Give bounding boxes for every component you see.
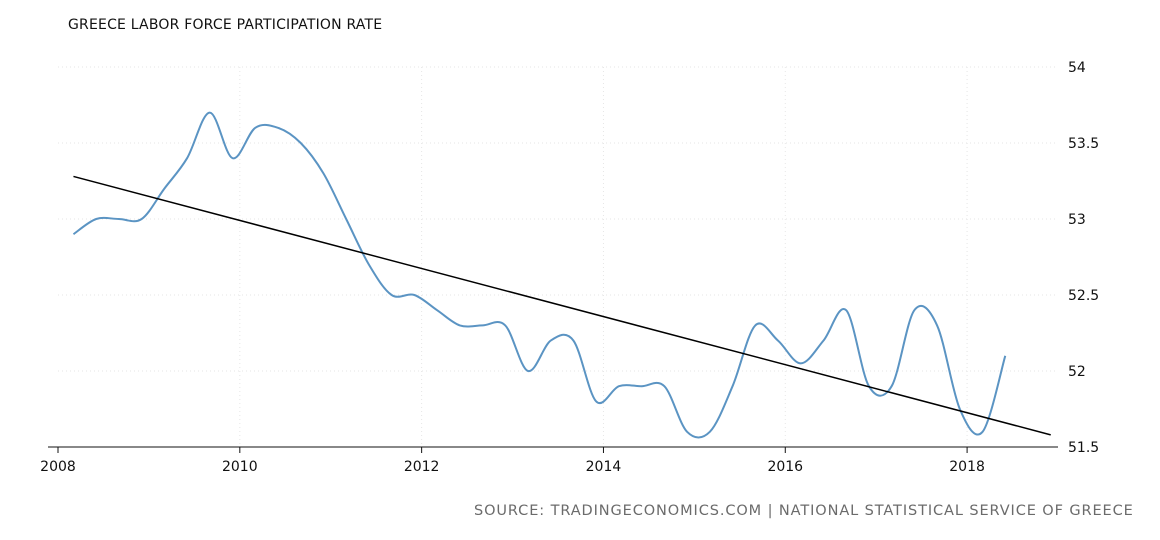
data-point xyxy=(844,308,848,312)
data-point xyxy=(776,339,780,343)
trend-line xyxy=(73,175,1051,436)
data-point xyxy=(526,369,530,373)
series-line-participation-rate xyxy=(72,111,1007,439)
y-tick-label: 51.5 xyxy=(1068,440,1099,456)
x-tick-label: 2018 xyxy=(949,459,985,475)
x-tick-label: 2012 xyxy=(404,459,440,475)
data-point xyxy=(412,293,416,297)
data-point xyxy=(140,217,144,221)
data-point xyxy=(662,384,666,388)
data-point xyxy=(640,384,644,388)
data-point xyxy=(912,308,916,312)
data-point xyxy=(753,323,757,327)
x-tick-label: 2010 xyxy=(222,459,258,475)
grid xyxy=(58,66,1058,447)
y-tick-label: 52 xyxy=(1068,364,1086,380)
data-point xyxy=(708,430,712,434)
data-point xyxy=(117,217,121,221)
data-point xyxy=(367,263,371,267)
chart-title: GREECE LABOR FORCE PARTICIPATION RATE xyxy=(68,17,383,33)
data-point xyxy=(481,323,485,327)
data-point xyxy=(935,323,939,327)
data-point xyxy=(185,156,189,160)
data-point xyxy=(94,217,98,221)
data-point xyxy=(821,339,825,343)
data-point xyxy=(344,217,348,221)
data-point xyxy=(1003,354,1007,358)
x-tick-label: 2014 xyxy=(586,459,622,475)
y-tick-label: 54 xyxy=(1068,60,1086,76)
data-point xyxy=(321,171,325,175)
x-tick-label: 2016 xyxy=(767,459,803,475)
data-point xyxy=(162,187,166,191)
data-point xyxy=(208,111,212,115)
data-point xyxy=(390,293,394,297)
data-point xyxy=(231,156,235,160)
data-point xyxy=(890,384,894,388)
data-point xyxy=(799,361,803,365)
data-point xyxy=(617,384,621,388)
data-point xyxy=(276,126,280,130)
y-tick-label: 53 xyxy=(1068,212,1086,228)
data-point xyxy=(253,126,257,130)
x-axis: 2008 2010 2012 2014 2016 2018 xyxy=(40,446,1058,475)
y-tick-label: 52.5 xyxy=(1068,288,1099,304)
data-point xyxy=(685,430,689,434)
y-tick-label: 53.5 xyxy=(1068,136,1099,152)
data-point xyxy=(981,430,985,434)
data-point xyxy=(435,308,439,312)
data-point xyxy=(594,399,598,403)
plot-area xyxy=(71,111,1051,439)
data-point xyxy=(731,384,735,388)
data-point xyxy=(71,232,75,236)
data-point xyxy=(571,339,575,343)
data-point xyxy=(458,323,462,327)
data-point xyxy=(549,339,553,343)
data-point xyxy=(299,141,303,145)
y-axis: 51.5 52 52.5 53 53.5 54 xyxy=(1068,60,1099,456)
data-point xyxy=(503,323,507,327)
source-caption: SOURCE: TRADINGECONOMICS.COM | NATIONAL … xyxy=(474,503,1134,519)
x-tick-label: 2008 xyxy=(40,459,76,475)
